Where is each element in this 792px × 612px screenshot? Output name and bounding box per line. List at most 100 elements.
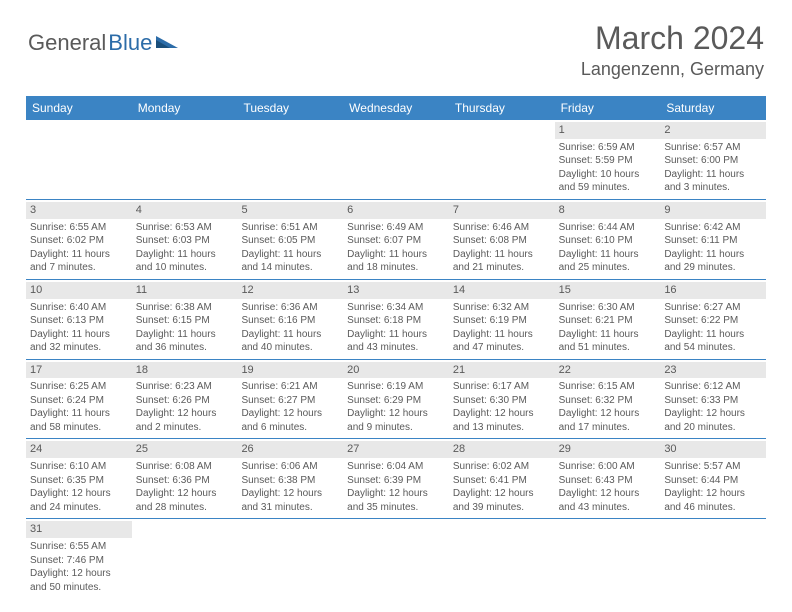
day1-text: Daylight: 11 hours — [453, 328, 551, 342]
day2-text: and 50 minutes. — [30, 581, 128, 595]
sunset-text: Sunset: 6:00 PM — [664, 154, 762, 168]
day-number: 21 — [449, 362, 555, 379]
sunrise-text: Sunrise: 6:32 AM — [453, 301, 551, 315]
day-number: 16 — [660, 282, 766, 299]
sunset-text: Sunset: 6:41 PM — [453, 474, 551, 488]
day-cell: 24Sunrise: 6:10 AMSunset: 6:35 PMDayligh… — [26, 439, 132, 518]
day-cell: 30Sunrise: 5:57 AMSunset: 6:44 PMDayligh… — [660, 439, 766, 518]
logo-text-blue: Blue — [108, 30, 152, 56]
sunrise-text: Sunrise: 6:38 AM — [136, 301, 234, 315]
sunset-text: Sunset: 7:46 PM — [30, 554, 128, 568]
day2-text: and 59 minutes. — [559, 181, 657, 195]
sunset-text: Sunset: 6:35 PM — [30, 474, 128, 488]
empty-cell — [132, 120, 238, 199]
day-cell: 25Sunrise: 6:08 AMSunset: 6:36 PMDayligh… — [132, 439, 238, 518]
week-row: 17Sunrise: 6:25 AMSunset: 6:24 PMDayligh… — [26, 360, 766, 440]
day-header: Saturday — [660, 96, 766, 120]
day-cell: 3Sunrise: 6:55 AMSunset: 6:02 PMDaylight… — [26, 200, 132, 279]
day-cell: 27Sunrise: 6:04 AMSunset: 6:39 PMDayligh… — [343, 439, 449, 518]
sunset-text: Sunset: 6:13 PM — [30, 314, 128, 328]
sunrise-text: Sunrise: 6:36 AM — [241, 301, 339, 315]
sunrise-text: Sunrise: 6:55 AM — [30, 540, 128, 554]
day-cell: 1Sunrise: 6:59 AMSunset: 5:59 PMDaylight… — [555, 120, 661, 199]
sunset-text: Sunset: 6:08 PM — [453, 234, 551, 248]
sunset-text: Sunset: 6:10 PM — [559, 234, 657, 248]
week-row: 31Sunrise: 6:55 AMSunset: 7:46 PMDayligh… — [26, 519, 766, 598]
flag-icon — [156, 28, 178, 54]
day2-text: and 47 minutes. — [453, 341, 551, 355]
day1-text: Daylight: 12 hours — [241, 487, 339, 501]
day-number: 13 — [343, 282, 449, 299]
sunset-text: Sunset: 6:32 PM — [559, 394, 657, 408]
logo-text-gray: General — [28, 30, 106, 56]
day2-text: and 9 minutes. — [347, 421, 445, 435]
location: Langenzenn, Germany — [581, 59, 764, 80]
day2-text: and 10 minutes. — [136, 261, 234, 275]
sunrise-text: Sunrise: 6:21 AM — [241, 380, 339, 394]
day-cell: 2Sunrise: 6:57 AMSunset: 6:00 PMDaylight… — [660, 120, 766, 199]
week-row: 3Sunrise: 6:55 AMSunset: 6:02 PMDaylight… — [26, 200, 766, 280]
day-number: 4 — [132, 202, 238, 219]
day2-text: and 17 minutes. — [559, 421, 657, 435]
day-cell: 20Sunrise: 6:19 AMSunset: 6:29 PMDayligh… — [343, 360, 449, 439]
day-cell: 4Sunrise: 6:53 AMSunset: 6:03 PMDaylight… — [132, 200, 238, 279]
sunset-text: Sunset: 6:33 PM — [664, 394, 762, 408]
sunrise-text: Sunrise: 6:10 AM — [30, 460, 128, 474]
day1-text: Daylight: 12 hours — [347, 487, 445, 501]
empty-cell — [132, 519, 238, 598]
day-number: 2 — [660, 122, 766, 139]
day1-text: Daylight: 12 hours — [136, 407, 234, 421]
empty-cell — [343, 120, 449, 199]
sunrise-text: Sunrise: 6:06 AM — [241, 460, 339, 474]
sunset-text: Sunset: 6:16 PM — [241, 314, 339, 328]
day-number: 25 — [132, 441, 238, 458]
sunset-text: Sunset: 6:30 PM — [453, 394, 551, 408]
sunset-text: Sunset: 6:24 PM — [30, 394, 128, 408]
empty-cell — [237, 519, 343, 598]
sunrise-text: Sunrise: 6:15 AM — [559, 380, 657, 394]
header: GeneralBlue March 2024 Langenzenn, Germa… — [0, 0, 792, 88]
sunrise-text: Sunrise: 6:53 AM — [136, 221, 234, 235]
sunset-text: Sunset: 5:59 PM — [559, 154, 657, 168]
day1-text: Daylight: 12 hours — [559, 407, 657, 421]
day2-text: and 31 minutes. — [241, 501, 339, 515]
day-cell: 6Sunrise: 6:49 AMSunset: 6:07 PMDaylight… — [343, 200, 449, 279]
sunset-text: Sunset: 6:36 PM — [136, 474, 234, 488]
day-number: 11 — [132, 282, 238, 299]
sunrise-text: Sunrise: 6:51 AM — [241, 221, 339, 235]
day2-text: and 14 minutes. — [241, 261, 339, 275]
day2-text: and 43 minutes. — [559, 501, 657, 515]
day-number: 6 — [343, 202, 449, 219]
month-title: March 2024 — [581, 20, 764, 57]
sunset-text: Sunset: 6:38 PM — [241, 474, 339, 488]
day-number: 31 — [26, 521, 132, 538]
sunrise-text: Sunrise: 6:25 AM — [30, 380, 128, 394]
day2-text: and 54 minutes. — [664, 341, 762, 355]
week-row: 10Sunrise: 6:40 AMSunset: 6:13 PMDayligh… — [26, 280, 766, 360]
day-cell: 5Sunrise: 6:51 AMSunset: 6:05 PMDaylight… — [237, 200, 343, 279]
day1-text: Daylight: 12 hours — [136, 487, 234, 501]
sunset-text: Sunset: 6:43 PM — [559, 474, 657, 488]
sunrise-text: Sunrise: 6:00 AM — [559, 460, 657, 474]
sunset-text: Sunset: 6:19 PM — [453, 314, 551, 328]
empty-cell — [660, 519, 766, 598]
sunrise-text: Sunrise: 6:04 AM — [347, 460, 445, 474]
sunrise-text: Sunrise: 6:55 AM — [30, 221, 128, 235]
day1-text: Daylight: 11 hours — [559, 328, 657, 342]
day-cell: 7Sunrise: 6:46 AMSunset: 6:08 PMDaylight… — [449, 200, 555, 279]
day-number: 22 — [555, 362, 661, 379]
sunrise-text: Sunrise: 6:42 AM — [664, 221, 762, 235]
day-number: 24 — [26, 441, 132, 458]
day-cell: 10Sunrise: 6:40 AMSunset: 6:13 PMDayligh… — [26, 280, 132, 359]
day2-text: and 6 minutes. — [241, 421, 339, 435]
day2-text: and 51 minutes. — [559, 341, 657, 355]
day1-text: Daylight: 12 hours — [347, 407, 445, 421]
day-header: Monday — [132, 96, 238, 120]
day-header: Wednesday — [343, 96, 449, 120]
sunrise-text: Sunrise: 6:57 AM — [664, 141, 762, 155]
day-cell: 8Sunrise: 6:44 AMSunset: 6:10 PMDaylight… — [555, 200, 661, 279]
calendar: SundayMondayTuesdayWednesdayThursdayFrid… — [26, 96, 766, 598]
sunrise-text: Sunrise: 6:46 AM — [453, 221, 551, 235]
day-header: Thursday — [449, 96, 555, 120]
day2-text: and 3 minutes. — [664, 181, 762, 195]
